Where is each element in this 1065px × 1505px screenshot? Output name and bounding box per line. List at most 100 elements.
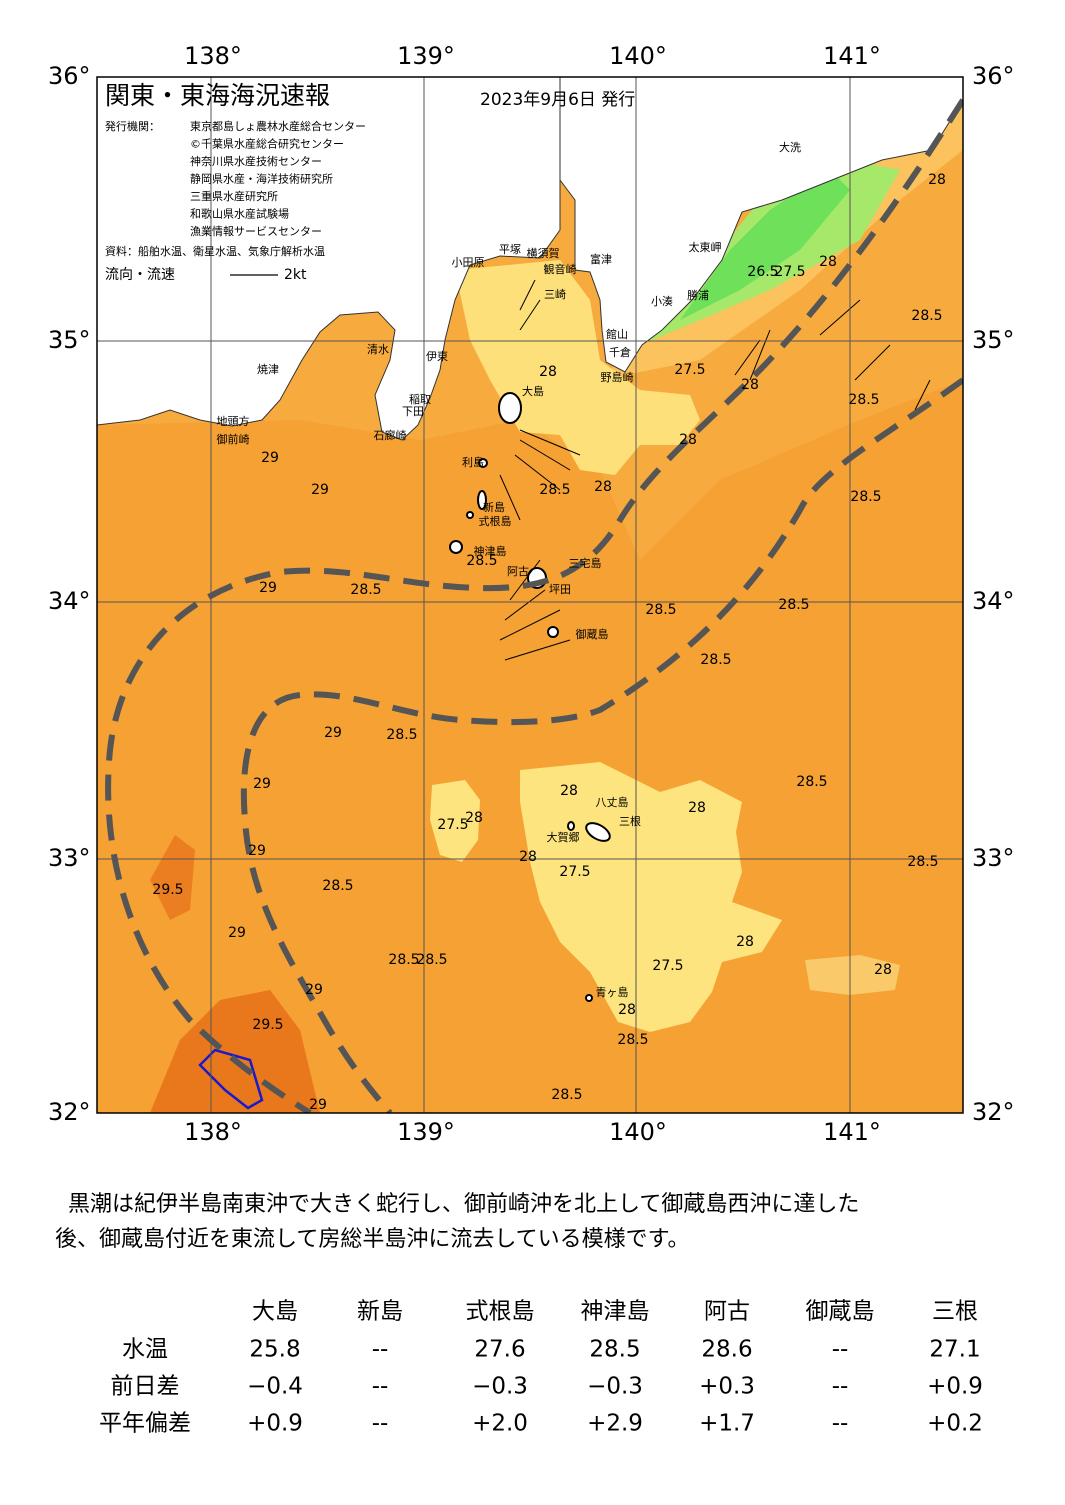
lon-label: 140°	[609, 1118, 667, 1146]
place-name: 坪田	[549, 583, 571, 596]
description: 黒潮は紀伊半島南東沖で大きく蛇行し、御前崎沖を北上して御蔵島西沖に達した	[68, 1192, 859, 1217]
contour-label: 28	[560, 783, 578, 799]
place-name: 稲取	[409, 393, 431, 406]
table-cell: --	[832, 1411, 849, 1437]
place-name: 大島	[522, 384, 544, 398]
lat-label: 36°	[48, 62, 91, 90]
contour-label: 28	[539, 364, 557, 380]
place-name: 小湊	[651, 294, 673, 308]
place-name: 小田原	[452, 256, 485, 269]
place-name: 三崎	[544, 287, 566, 301]
lat-label: 34°	[972, 587, 1015, 615]
table-header: 阿古	[704, 1299, 750, 1325]
contour-label: 28.5	[350, 582, 381, 598]
table-cell: +0.2	[927, 1411, 983, 1437]
contour-label: 28.5	[416, 952, 447, 968]
table-cell: +2.0	[472, 1411, 528, 1437]
warm-water	[430, 780, 480, 862]
contour-label: 28	[679, 432, 697, 448]
issue-date: 2023年9月6日 発行	[480, 90, 635, 110]
table-cell: 25.8	[249, 1337, 300, 1363]
contour-label: 29	[311, 482, 329, 498]
place-name: 千倉	[609, 345, 631, 359]
place-name: 大洗	[779, 140, 801, 154]
table-cell: --	[832, 1374, 849, 1400]
hot-water	[150, 990, 320, 1113]
warm-water	[805, 955, 900, 995]
map	[97, 77, 963, 1113]
issuer: ©千葉県水産総合研究センター	[190, 137, 344, 151]
place-name: 大賀郷	[547, 830, 580, 844]
contour-label: 29.5	[252, 1017, 283, 1033]
contour-label: 26.5	[747, 264, 778, 280]
table-header: 御蔵島	[806, 1299, 875, 1325]
table-header: 式根島	[466, 1299, 535, 1325]
contour-label: 29	[261, 450, 279, 466]
description: 後、御蔵島付近を東流して房総半島沖に流去している模様です。	[55, 1227, 689, 1252]
lon-label: 141°	[823, 42, 881, 70]
table-header: 大島	[252, 1299, 298, 1325]
place-name: 勝浦	[687, 288, 709, 302]
place-name: 下田	[402, 405, 424, 418]
contour-label: 29.5	[152, 882, 183, 898]
lat-label: 34°	[48, 587, 91, 615]
table-cell: −0.3	[472, 1374, 528, 1400]
issuer: 東京都島しょ農林水産総合センター	[190, 119, 366, 133]
contour-label: 28.5	[322, 878, 353, 894]
contour-label: 27.5	[674, 362, 705, 378]
flow-arrows	[499, 279, 931, 661]
lon-label: 139°	[397, 1118, 455, 1146]
contour-label: 28	[928, 172, 946, 188]
row-label: 水温	[122, 1337, 168, 1363]
place-name: 観音崎	[544, 262, 577, 276]
contour-label: 28.5	[911, 308, 942, 324]
contour-label: 28.5	[617, 1032, 648, 1048]
contour-label: 28	[465, 810, 483, 826]
contour-label: 29	[248, 843, 266, 859]
table-cell: −0.4	[247, 1374, 303, 1400]
contour-label: 28	[594, 479, 612, 495]
place-name: 地頭方	[217, 414, 250, 428]
table-header: 神津島	[581, 1299, 650, 1325]
isotherm	[198, 1048, 264, 1110]
contour-label: 28.5	[778, 597, 809, 613]
contour-label: 28.5	[386, 727, 417, 743]
place-name: 式根島	[479, 514, 512, 528]
table-cell: --	[372, 1411, 389, 1437]
issuer-label: 発行機関：	[105, 119, 160, 133]
contour-label: 29	[253, 776, 271, 792]
contour-label: 28	[874, 962, 892, 978]
place-name: 三根	[619, 814, 641, 828]
kuroshio-axis	[105, 98, 963, 1113]
grid	[97, 77, 963, 1113]
map-frame	[96, 76, 964, 1114]
hot-water	[150, 835, 195, 920]
place-name: 平塚	[499, 243, 521, 256]
lat-label: 35°	[48, 326, 91, 354]
contour-label: 28.5	[645, 602, 676, 618]
lat-label: 33°	[972, 844, 1015, 872]
lat-label: 33°	[48, 844, 91, 872]
issuer: 漁業情報サービスセンター	[190, 224, 322, 238]
table-cell: --	[372, 1374, 389, 1400]
lat-label: 32°	[972, 1098, 1015, 1126]
table-cell: --	[832, 1337, 849, 1363]
contour-label: 27.5	[559, 864, 590, 880]
place-name: 伊東	[426, 350, 448, 363]
table-cell: +2.9	[587, 1411, 643, 1437]
place-name: 横須賀	[527, 246, 560, 260]
row-label: 前日差	[111, 1374, 180, 1400]
contour-label: 28	[741, 377, 759, 393]
place-name: 八丈島	[596, 795, 629, 809]
place-name: 青ヶ島	[596, 985, 629, 999]
table-cell: −0.3	[587, 1374, 643, 1400]
contour-label: 27.5	[437, 817, 468, 833]
table-cell: +0.9	[247, 1411, 303, 1437]
lon-label: 138°	[184, 1118, 242, 1146]
contour-label: 28	[819, 254, 837, 270]
table-cell: 27.6	[474, 1337, 525, 1363]
place-name: 石廊崎	[374, 428, 407, 442]
contour-label: 27.5	[652, 958, 683, 974]
sea-zone	[680, 170, 850, 320]
